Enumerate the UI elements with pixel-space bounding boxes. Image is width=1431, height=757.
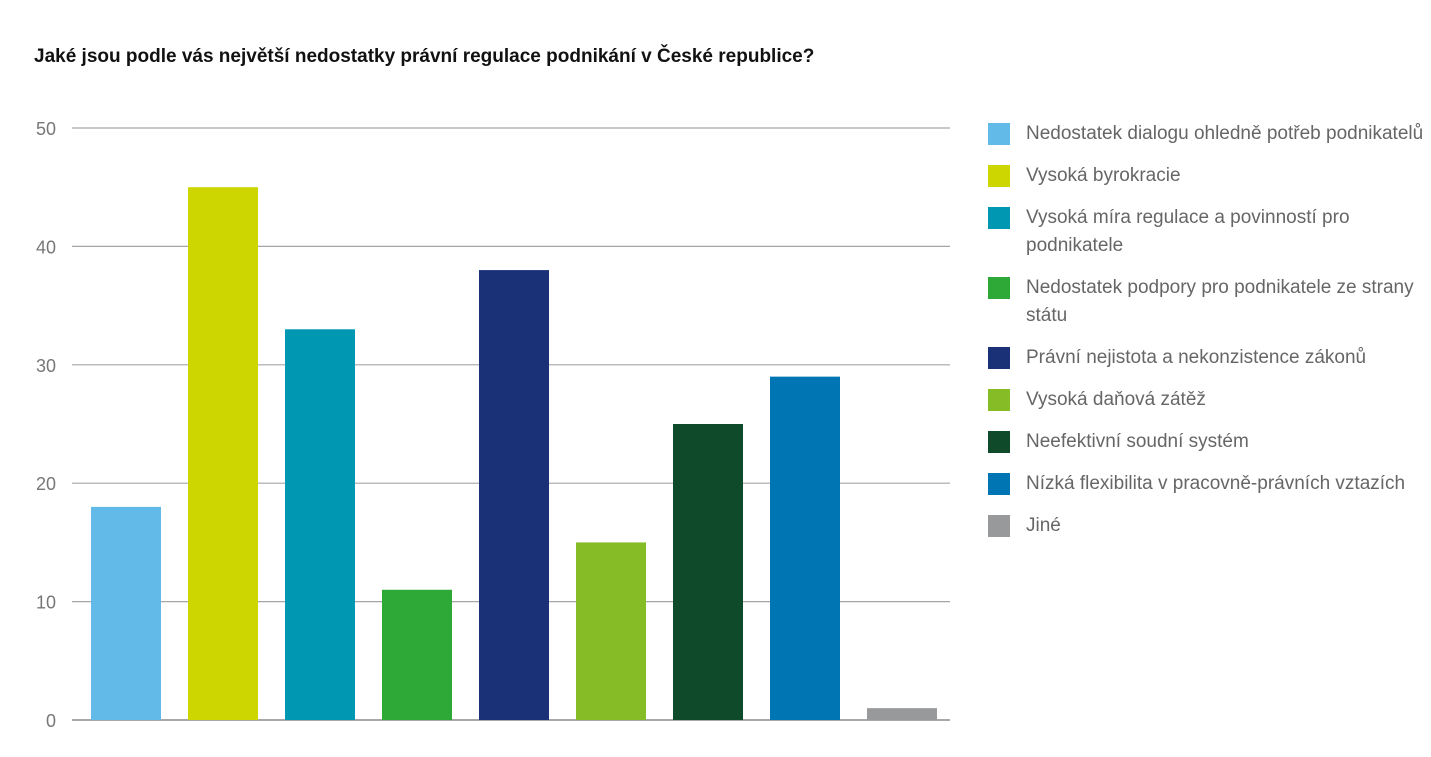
legend-swatch <box>988 277 1010 299</box>
legend-item: Nízká flexibilita v pracovně-právních vz… <box>988 470 1428 498</box>
bar-4 <box>382 589 452 720</box>
y-tick-label: 40 <box>36 237 56 257</box>
legend-swatch <box>988 389 1010 411</box>
legend-label: Nízká flexibilita v pracovně-právních vz… <box>1026 473 1406 494</box>
y-tick-label: 30 <box>36 356 56 376</box>
legend-swatch <box>988 431 1010 453</box>
legend: Nedostatek dialogu ohledně potřeb podnik… <box>988 120 1428 554</box>
legend-item: Vysoká byrokracie <box>988 162 1428 190</box>
y-tick-label: 10 <box>36 593 56 613</box>
y-tick-label: 50 <box>36 119 56 139</box>
legend-item: Vysoká míra regulace a povinností pro po… <box>988 204 1428 260</box>
legend-label: Jiné <box>1026 515 1061 536</box>
legend-label: Neefektivní soudní systém <box>1026 431 1249 452</box>
legend-swatch <box>988 123 1010 145</box>
bar-6 <box>576 542 646 720</box>
y-axis-ticks: 0 10 20 30 40 50 <box>36 119 56 731</box>
legend-item: Neefektivní soudní systém <box>988 428 1428 456</box>
legend-swatch <box>988 347 1010 369</box>
legend-label: Právní nejistota a nekonzistence zákonů <box>1026 347 1367 368</box>
legend-item: Vysoká daňová zátěž <box>988 386 1428 414</box>
legend-swatch <box>988 165 1010 187</box>
y-tick-label: 20 <box>36 474 56 494</box>
legend-label: Nedostatek dialogu ohledně potřeb podnik… <box>1026 123 1424 144</box>
bar-8 <box>770 376 840 720</box>
bar-2 <box>188 187 258 720</box>
bar-3 <box>285 329 355 720</box>
legend-item: Právní nejistota a nekonzistence zákonů <box>988 344 1428 372</box>
legend-label: Vysoká byrokracie <box>1026 165 1181 186</box>
legend-item: Nedostatek dialogu ohledně potřeb podnik… <box>988 120 1428 148</box>
legend-label: Vysoká daňová zátěž <box>1026 389 1206 410</box>
legend-item: Nedostatek podpory pro podnikatele ze st… <box>988 274 1428 330</box>
legend-label: Nedostatek podpory pro podnikatele ze st… <box>1026 277 1414 326</box>
legend-label: Vysoká míra regulace a povinností pro po… <box>1026 207 1350 256</box>
bars <box>91 187 937 720</box>
chart-title: Jaké jsou podle vás největší nedostatky … <box>34 46 815 67</box>
bar-1 <box>91 506 161 720</box>
legend-item: Jiné <box>988 512 1428 540</box>
legend-swatch <box>988 207 1010 229</box>
legend-swatch <box>988 515 1010 537</box>
bar-9 <box>867 708 937 720</box>
bar-7 <box>673 424 743 720</box>
y-tick-label: 0 <box>46 711 56 731</box>
legend-swatch <box>988 473 1010 495</box>
bar-5 <box>479 270 549 720</box>
